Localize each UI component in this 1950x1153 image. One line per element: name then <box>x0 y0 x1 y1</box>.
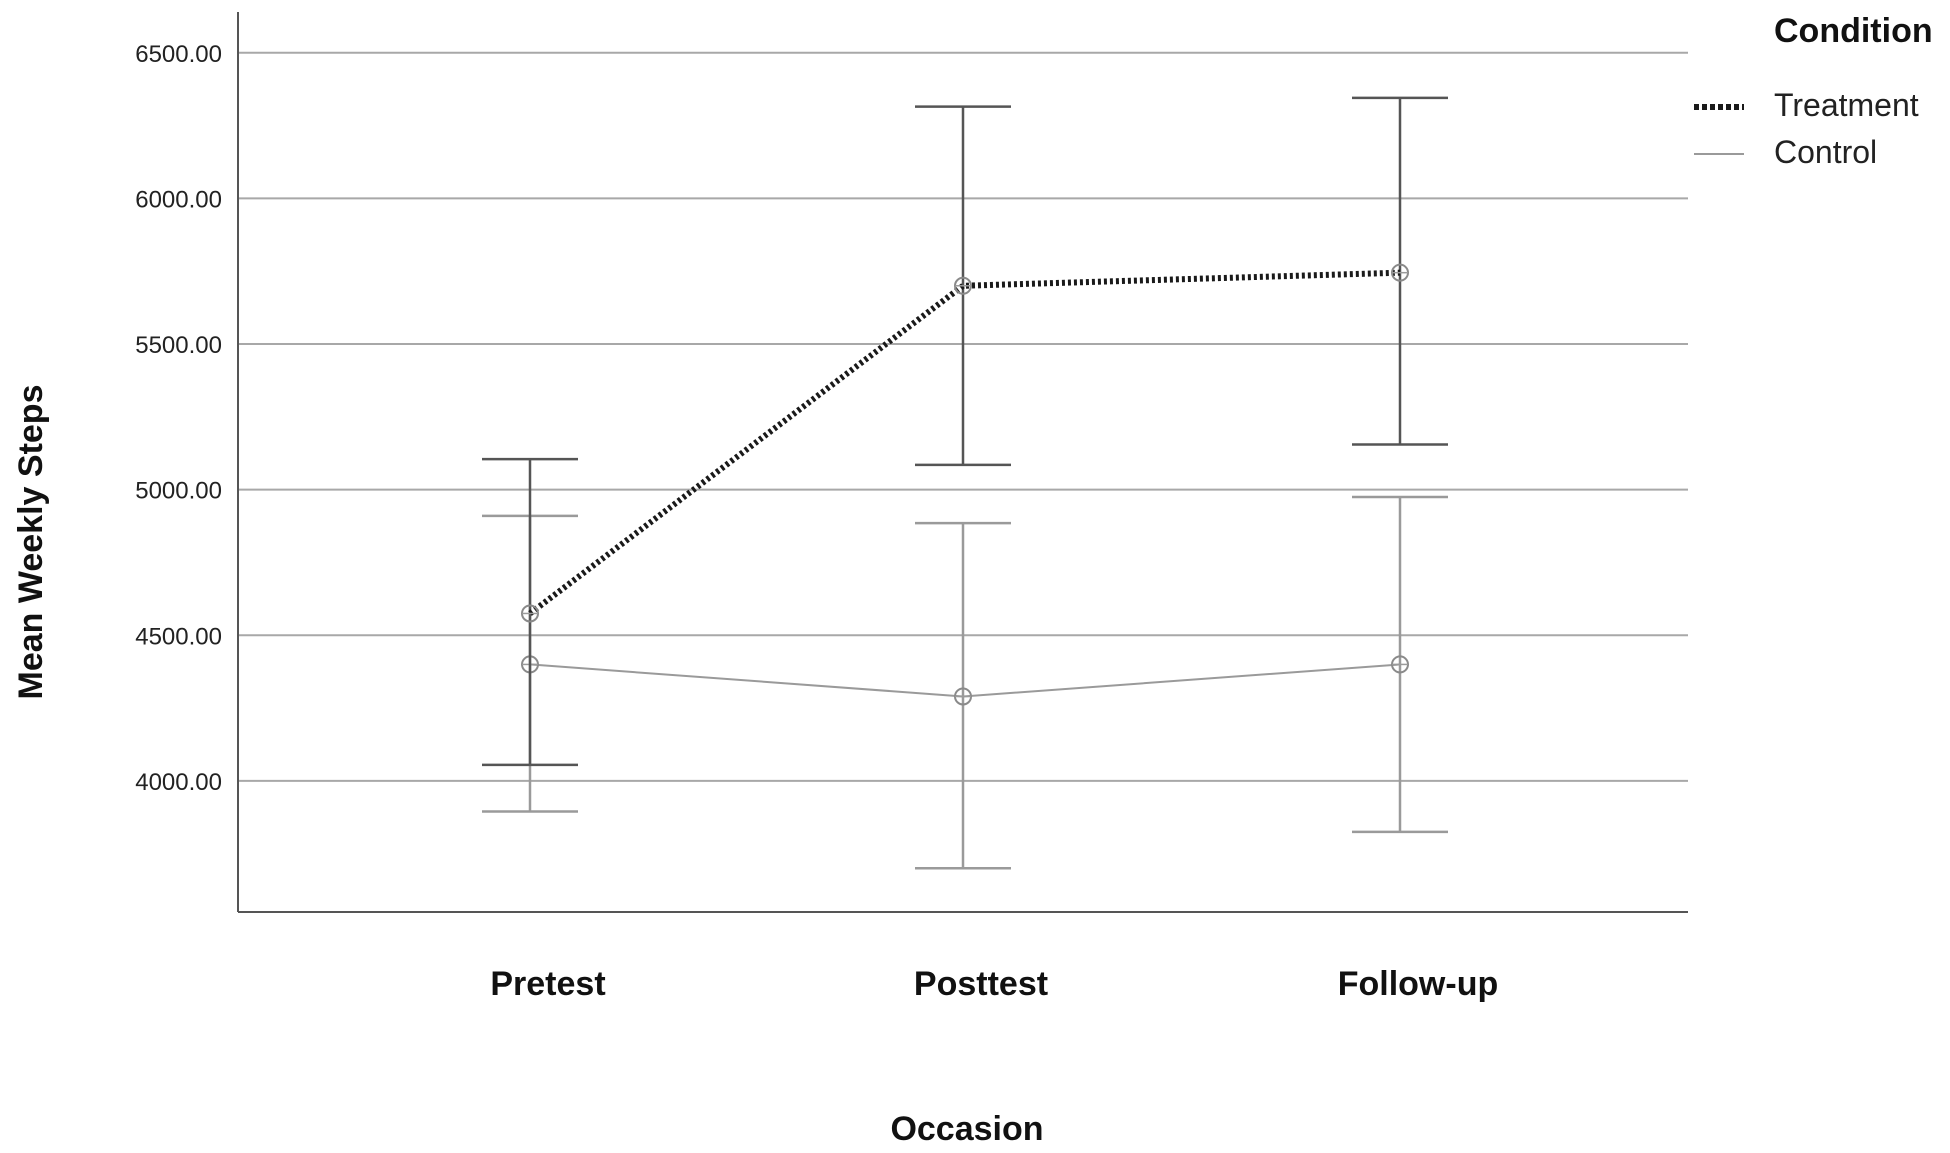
x-axis-title: Occasion <box>890 1110 1043 1148</box>
y-axis-title: Mean Weekly Steps <box>12 385 50 700</box>
y-tick-label: 5000.00 <box>135 478 222 505</box>
y-tick-labels: 4000.00 4500.00 5000.00 5500.00 6000.00 6500.… <box>135 41 222 796</box>
y-tick-label: 4000.00 <box>135 769 222 796</box>
series-control <box>482 495 1448 870</box>
legend-label: Control <box>1774 134 1877 170</box>
y-tick-label: 5500.00 <box>135 332 222 359</box>
series-line <box>528 269 1401 616</box>
x-tick-labels: Pretest Posttest Follow-up <box>490 965 1498 1003</box>
legend-title: Condition <box>1774 12 1933 50</box>
y-tick-label: 6500.00 <box>135 41 222 68</box>
legend-label: Treatment <box>1774 87 1919 123</box>
x-tick-label: Pretest <box>490 965 605 1003</box>
series-layer <box>482 96 1448 870</box>
x-tick-label: Follow-up <box>1338 965 1499 1003</box>
legend: Condition Treatment Control <box>1694 12 1933 170</box>
x-tick-label: Posttest <box>914 965 1048 1003</box>
series-treatment <box>482 96 1448 767</box>
y-tick-label: 4500.00 <box>135 623 222 650</box>
axes <box>237 12 1688 913</box>
y-tick-label: 6000.00 <box>135 186 222 213</box>
series-line <box>529 663 1401 698</box>
